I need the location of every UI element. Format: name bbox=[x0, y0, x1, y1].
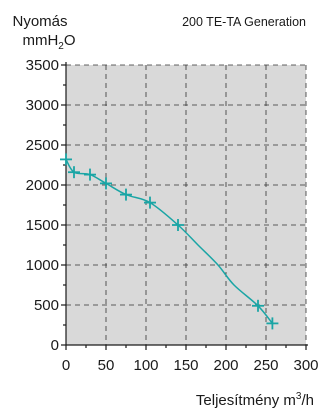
x-tick-label: 0 bbox=[62, 357, 70, 374]
data-point bbox=[60, 153, 72, 166]
y-tick-label: 0 bbox=[51, 337, 59, 354]
y-axis-label-line1: Nyomás bbox=[12, 13, 67, 30]
data-point bbox=[68, 166, 80, 179]
x-tick-label: 100 bbox=[133, 357, 158, 374]
chart-title: 200 TE-TA Generation bbox=[182, 15, 306, 29]
data-point bbox=[120, 188, 132, 201]
y-tick-label: 1500 bbox=[26, 217, 59, 234]
data-point bbox=[144, 196, 156, 209]
series-layer bbox=[60, 153, 279, 330]
data-point bbox=[266, 317, 279, 330]
x-tick-label: 300 bbox=[293, 357, 318, 374]
data-point bbox=[172, 219, 184, 231]
x-tick-label: 150 bbox=[173, 357, 198, 374]
y-tick-label: 2500 bbox=[26, 137, 59, 154]
y-tick-label: 2000 bbox=[26, 177, 59, 194]
x-tick-label: 200 bbox=[213, 357, 238, 374]
grid-lines bbox=[66, 64, 307, 345]
y-tick-label: 1000 bbox=[26, 257, 59, 274]
data-point bbox=[252, 299, 264, 312]
tick-labels: 0 500 1000 1500 2000 2500 3000 3500 0 50 100 150 200… bbox=[26, 57, 319, 374]
x-tick-label: 250 bbox=[253, 357, 278, 374]
y-tick-label: 500 bbox=[34, 297, 59, 314]
y-axis-label-line2: mmH2O bbox=[22, 32, 75, 52]
x-axis-label: Teljesítmény m3/h bbox=[196, 391, 314, 409]
data-point bbox=[84, 168, 96, 181]
y-tick-label: 3000 bbox=[26, 97, 59, 114]
axes bbox=[61, 62, 308, 350]
x-tick-label: 50 bbox=[98, 357, 115, 374]
data-point bbox=[100, 177, 112, 190]
y-tick-label: 3500 bbox=[26, 57, 59, 74]
